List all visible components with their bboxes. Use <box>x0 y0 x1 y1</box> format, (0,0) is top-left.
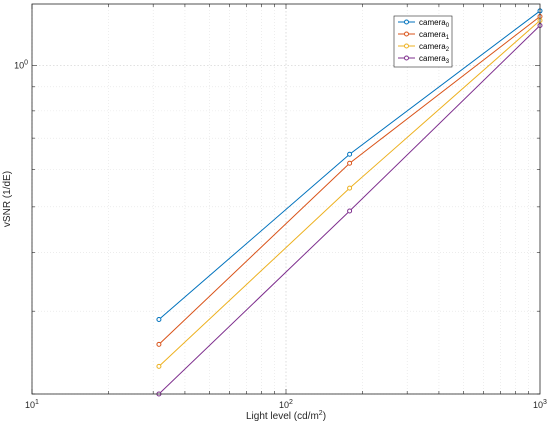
x-axis-label: Light level (cd/m2) <box>246 410 326 422</box>
data-point <box>156 341 162 347</box>
x-tick-label: 103 <box>533 399 547 410</box>
legend-item-camera-1: camera1 <box>398 30 450 41</box>
x-tick-label: 102 <box>279 399 293 410</box>
x-tick-label: 101 <box>25 399 39 410</box>
legend-marker <box>404 55 409 61</box>
data-point <box>347 185 353 191</box>
legend-label: camera0 <box>419 18 450 29</box>
tick-labels: 101 102 103 100 <box>14 59 547 410</box>
plot-area <box>32 4 540 394</box>
y-tick-label: 100 <box>14 59 28 70</box>
legend-label: camera2 <box>419 42 450 53</box>
data-point <box>347 151 353 157</box>
data-point <box>347 208 353 214</box>
legend-marker <box>404 43 409 49</box>
plot-frame <box>31 3 541 395</box>
legend-item-camera-2: camera2 <box>398 42 450 53</box>
series-layer <box>156 8 543 397</box>
data-point <box>156 317 162 323</box>
data-point <box>347 160 353 166</box>
legend-item-camera-0: camera0 <box>398 18 450 29</box>
data-point <box>156 363 162 369</box>
legend-marker <box>404 19 409 25</box>
y-axis-label: vSNR (1/dE) <box>2 171 13 227</box>
ticks <box>31 4 540 395</box>
legend-item-camera-3: camera3 <box>398 54 450 65</box>
legend-marker <box>404 31 409 37</box>
legend-label: camera3 <box>419 54 450 65</box>
legend-label: camera1 <box>419 30 450 41</box>
